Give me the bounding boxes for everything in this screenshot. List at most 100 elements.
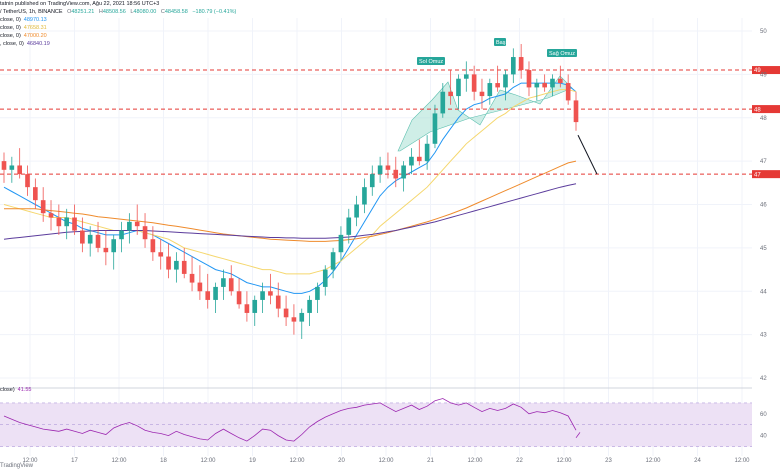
legend-label: close, 0) — [0, 25, 21, 31]
level-tag-label: 49 — [754, 68, 761, 74]
time-tick-label: 12:00 — [22, 458, 38, 464]
legend-ma-yellow[interactable]: close, 0) 47658.31 — [0, 24, 47, 32]
annotation-bg — [547, 49, 577, 57]
candle-body — [448, 91, 453, 97]
ohlc-low-label: L — [130, 9, 134, 15]
candle-body — [72, 217, 77, 231]
rsi-line — [3, 398, 577, 442]
legend-ma-purple[interactable]: , close, 0) 46840.19 — [0, 40, 50, 48]
candle-body — [142, 226, 148, 240]
time-tick-label: 20 — [338, 458, 345, 464]
symbol-text[interactable]: / TetherUS, 1h, BINANCE — [0, 9, 63, 15]
annotation-label: Baş — [496, 40, 506, 46]
ma-line-3 — [3, 183, 577, 240]
moving-average-lines — [3, 82, 577, 294]
candle-body — [236, 291, 242, 305]
rsi-tail — [575, 432, 581, 439]
candle-body — [260, 291, 265, 300]
legend-value: 46840.19 — [26, 41, 50, 47]
candle-body — [134, 221, 140, 227]
horizontal-levels: 49 48 47 — [0, 66, 780, 178]
candle-body — [291, 317, 297, 322]
price-tick-label: 44 — [760, 289, 767, 295]
candle-body — [48, 213, 54, 218]
rsi-legend[interactable]: close) 41.55 — [0, 386, 31, 394]
candle-body — [205, 291, 211, 300]
level-tag-label: 48 — [754, 107, 761, 113]
candle-body — [221, 278, 226, 287]
symbol-ohlc-line: / TetherUS, 1h, BINANCE O48251.21 H48508… — [0, 8, 236, 16]
candle-body — [56, 217, 62, 227]
candle-body — [565, 83, 571, 101]
legend-ma-orange[interactable]: close, 0) 47000.20 — [0, 32, 47, 40]
candle-body — [495, 83, 500, 88]
annotations: Sol Omuz Baş Sağ Omuz — [417, 38, 577, 65]
annotation-label: Sağ Omuz — [549, 51, 575, 57]
legend-ema-fast[interactable]: close, 0) 48970.13 — [0, 16, 47, 24]
candle-body — [25, 174, 30, 188]
ohlc-low: 48080.00 — [133, 9, 157, 15]
rsi-legend-label: close) — [0, 387, 15, 393]
ohlc-open-label: O — [67, 9, 72, 15]
candle-body — [87, 234, 93, 244]
time-axis[interactable]: 12:00 17 12:00 18 12:00 19 12:00 20 12:00 21 12:00… — [22, 458, 750, 464]
candle-body — [103, 247, 109, 253]
annotation-bg — [494, 38, 506, 46]
price-tick-label: 47 — [760, 159, 767, 165]
candle-body — [119, 230, 124, 240]
price-tick-label: 45 — [760, 246, 767, 252]
candle-body — [518, 57, 524, 71]
rsi-tick-label: 60 — [760, 412, 767, 418]
candle-body — [9, 165, 15, 170]
candle-body — [385, 165, 391, 170]
candle-body — [322, 269, 328, 287]
price-axis[interactable]: 50 49 48 47 46 45 44 43 42 60 40 — [760, 29, 767, 440]
candle-body — [1, 161, 7, 170]
candle-body — [510, 57, 516, 75]
rsi-tick-label: 40 — [760, 434, 767, 440]
time-tick-label: 12:00 — [111, 458, 127, 464]
candle-body — [369, 174, 375, 188]
time-tick-label: 12:00 — [467, 458, 483, 464]
candle-body — [181, 260, 187, 274]
candle-body — [487, 83, 493, 97]
candle-body — [197, 282, 203, 292]
legend-label: close, 0) — [0, 17, 21, 23]
legend-value: 47658.31 — [23, 25, 47, 31]
candle-body — [550, 78, 555, 88]
candle-body — [189, 273, 195, 283]
candle-body — [299, 312, 305, 322]
candle-body — [80, 230, 85, 244]
level-tag — [752, 105, 780, 114]
candle-body — [424, 143, 430, 162]
price-tick-label: 48 — [760, 116, 767, 122]
candle-body — [252, 299, 258, 313]
candle-body — [362, 187, 367, 205]
price-tick-label: 42 — [760, 376, 767, 382]
candle-body — [330, 252, 336, 270]
candle-body — [346, 217, 352, 235]
candle-body — [228, 278, 234, 292]
time-tick-label: 24 — [694, 458, 701, 464]
candle-body — [40, 200, 46, 214]
candle-body — [354, 204, 359, 218]
candle-body — [526, 70, 532, 88]
candle-body — [166, 256, 171, 270]
candle-body — [150, 239, 156, 253]
ohlc-close-label: C — [160, 9, 165, 15]
candle-body — [111, 239, 117, 253]
candle-body — [95, 234, 101, 248]
candle-body — [283, 308, 289, 318]
candle-body — [534, 83, 540, 88]
projection-arrow — [577, 134, 598, 175]
candle-body — [268, 291, 273, 296]
candle-body — [409, 156, 414, 166]
candle-body — [338, 234, 344, 253]
candle-body — [479, 91, 485, 97]
candle-body — [440, 91, 446, 114]
price-tick-label: 49 — [760, 72, 767, 78]
ohlc-close: 48458.58 — [164, 9, 188, 15]
rsi-band — [0, 402, 752, 447]
time-tick-label: 12:00 — [378, 458, 394, 464]
